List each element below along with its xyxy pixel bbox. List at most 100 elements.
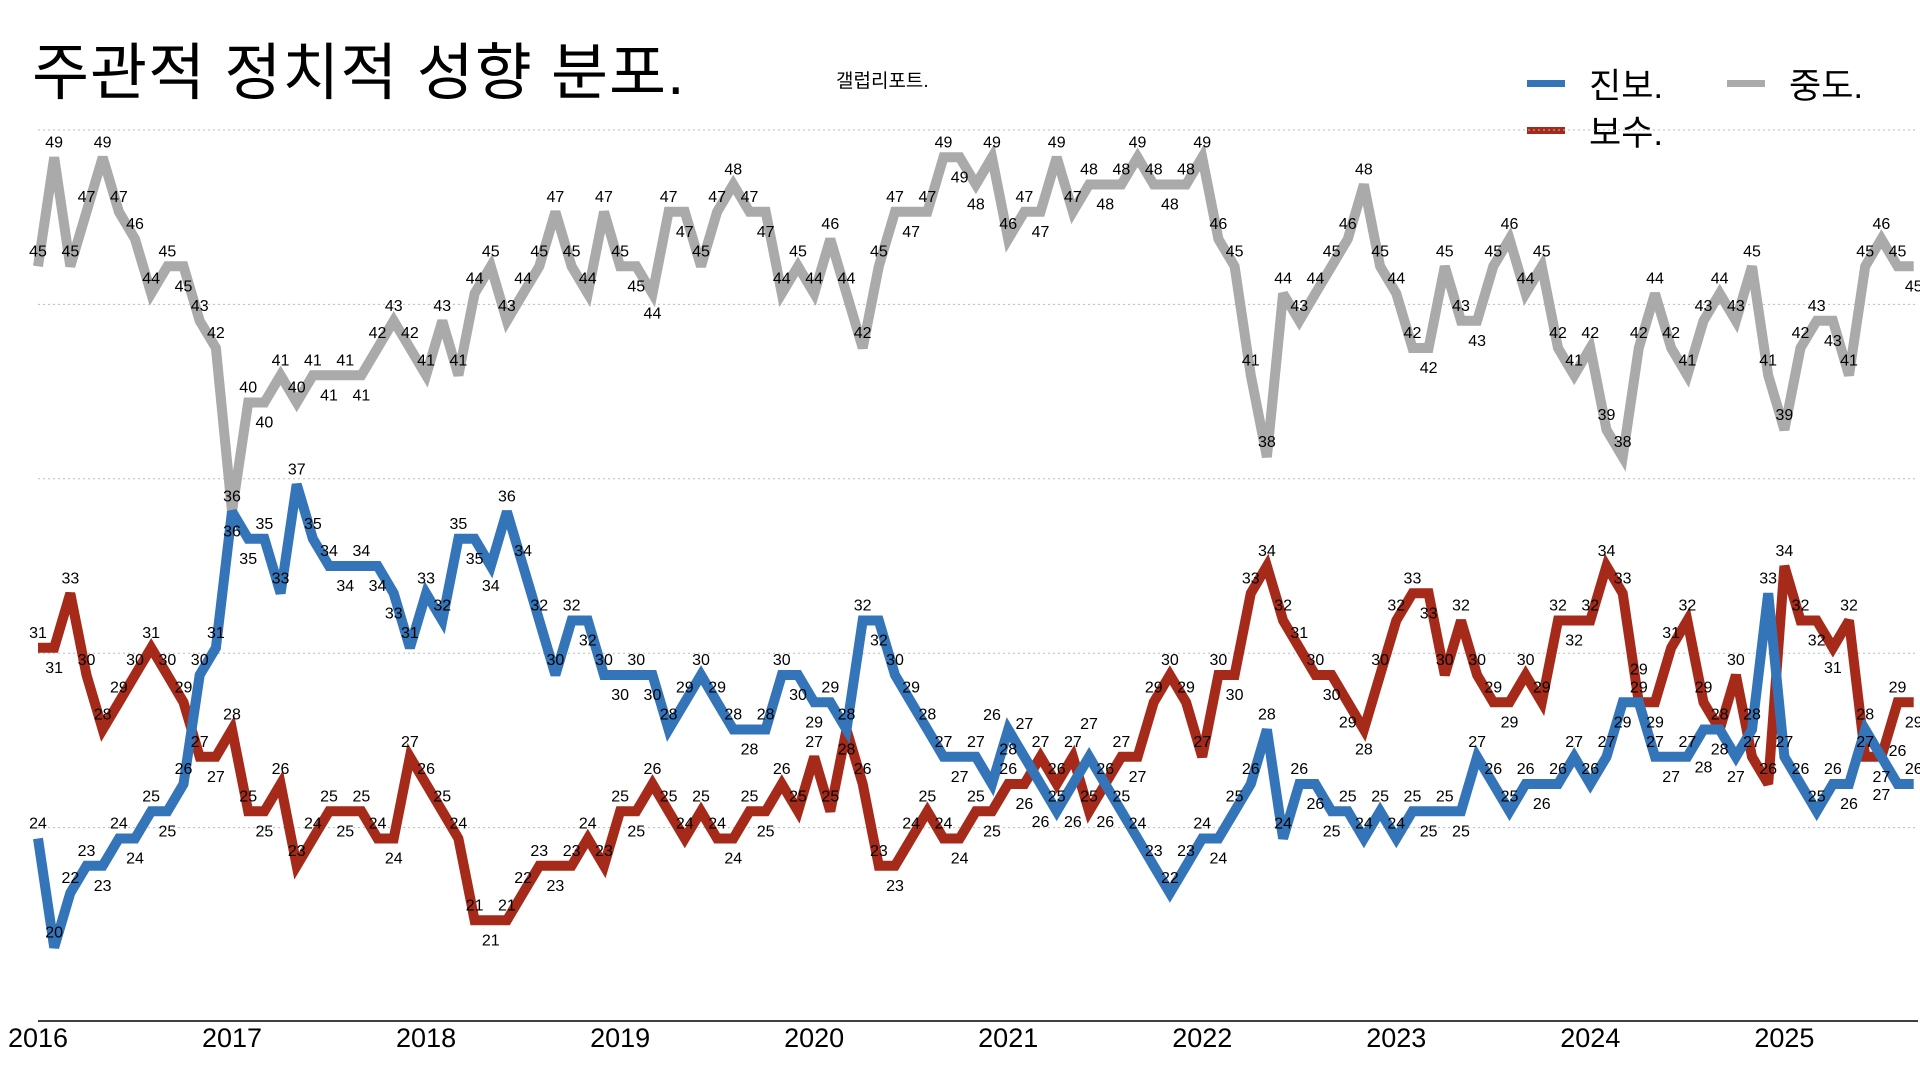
data-label-moderate: 39 xyxy=(1598,407,1616,424)
data-label-moderate: 42 xyxy=(1420,360,1438,377)
data-label-conservative: 27 xyxy=(401,734,419,751)
x-tick-label: 2016 xyxy=(8,1023,68,1053)
data-label-moderate: 44 xyxy=(579,271,597,288)
data-label-progressive: 25 xyxy=(1501,788,1519,805)
data-label-conservative: 25 xyxy=(660,788,678,805)
data-label-conservative: 27 xyxy=(1032,734,1050,751)
data-label-conservative: 25 xyxy=(627,823,645,840)
data-label-moderate: 45 xyxy=(789,243,807,260)
data-label-moderate: 45 xyxy=(1484,243,1502,260)
data-label-progressive: 25 xyxy=(1808,788,1826,805)
data-label-moderate: 49 xyxy=(94,134,112,151)
series-line-progressive xyxy=(33,482,1914,949)
data-label-progressive: 32 xyxy=(530,598,548,615)
data-label-conservative: 32 xyxy=(1581,598,1599,615)
data-label-conservative: 25 xyxy=(353,788,371,805)
data-label-moderate: 45 xyxy=(175,278,193,295)
data-label-conservative: 25 xyxy=(821,788,839,805)
data-label-progressive: 25 xyxy=(1371,788,1389,805)
data-label-conservative: 27 xyxy=(1872,769,1890,786)
data-label-moderate: 46 xyxy=(126,216,144,233)
x-tick-label: 2018 xyxy=(396,1023,456,1053)
data-label-moderate: 43 xyxy=(1695,298,1713,315)
data-label-moderate: 41 xyxy=(272,352,290,369)
data-label-conservative: 23 xyxy=(595,843,613,860)
data-label-progressive: 26 xyxy=(1032,814,1050,831)
data-label-moderate: 45 xyxy=(61,243,79,260)
data-label-conservative: 33 xyxy=(1420,605,1438,622)
data-label-progressive: 28 xyxy=(1258,707,1276,724)
data-label-conservative: 32 xyxy=(1678,598,1696,615)
data-label-moderate: 47 xyxy=(595,189,613,206)
data-label-progressive: 24 xyxy=(1193,816,1211,833)
data-label-progressive: 29 xyxy=(805,714,823,731)
data-label-conservative: 21 xyxy=(498,897,516,914)
data-label-progressive: 26 xyxy=(1889,743,1907,760)
data-label-progressive: 37 xyxy=(288,461,306,478)
data-label-progressive: 34 xyxy=(336,578,354,595)
data-label-moderate: 48 xyxy=(1080,162,1098,179)
data-label-progressive: 30 xyxy=(644,687,662,704)
data-label-progressive: 24 xyxy=(1355,816,1373,833)
data-label-moderate: 47 xyxy=(886,189,904,206)
data-label-conservative: 23 xyxy=(886,878,904,895)
data-label-progressive: 24 xyxy=(126,851,144,868)
data-label-conservative: 28 xyxy=(1355,742,1373,759)
data-label-conservative: 29 xyxy=(1695,679,1713,696)
data-label-progressive: 29 xyxy=(1630,661,1648,678)
data-label-progressive: 24 xyxy=(29,816,47,833)
x-tick-label: 2019 xyxy=(590,1023,650,1053)
data-label-moderate: 41 xyxy=(417,352,435,369)
data-label-conservative: 22 xyxy=(514,870,532,887)
data-label-conservative: 26 xyxy=(1096,761,1114,778)
data-label-progressive: 26 xyxy=(983,707,1001,724)
data-label-conservative: 28 xyxy=(838,707,856,724)
data-label-progressive: 29 xyxy=(902,679,920,696)
data-label-moderate: 45 xyxy=(870,243,888,260)
data-label-conservative: 31 xyxy=(1824,660,1842,677)
data-label-progressive: 31 xyxy=(207,625,225,642)
data-label-progressive: 26 xyxy=(1517,761,1535,778)
data-label-conservative: 24 xyxy=(902,816,920,833)
data-label-conservative: 27 xyxy=(1064,734,1082,751)
data-label-conservative: 29 xyxy=(1646,714,1664,731)
data-label-progressive: 30 xyxy=(611,687,629,704)
legend-item-moderate: 중도. xyxy=(1727,58,1863,109)
x-tick-label: 2022 xyxy=(1172,1023,1232,1053)
data-label-moderate: 48 xyxy=(1355,162,1373,179)
legend-item-progressive: 진보. xyxy=(1527,58,1663,109)
data-label-conservative: 34 xyxy=(1775,543,1793,560)
data-label-progressive: 27 xyxy=(935,734,953,751)
data-label-progressive: 30 xyxy=(547,652,565,669)
data-label-moderate: 45 xyxy=(530,243,548,260)
data-label-progressive: 30 xyxy=(789,687,807,704)
legend-swatch-conservative xyxy=(1527,127,1565,134)
data-label-progressive: 27 xyxy=(1598,734,1616,751)
data-label-progressive: 25 xyxy=(1226,788,1244,805)
data-label-progressive: 35 xyxy=(304,516,322,533)
data-label-moderate: 41 xyxy=(450,352,468,369)
data-label-progressive: 28 xyxy=(838,742,856,759)
data-label-moderate: 45 xyxy=(1743,243,1761,260)
data-label-progressive: 26 xyxy=(175,761,193,778)
data-label-moderate: 45 xyxy=(1323,243,1341,260)
data-label-moderate: 43 xyxy=(385,298,403,315)
data-label-conservative: 24 xyxy=(450,816,468,833)
data-label-progressive: 29 xyxy=(676,679,694,696)
data-label-progressive: 27 xyxy=(1872,787,1890,804)
data-label-conservative: 25 xyxy=(789,788,807,805)
data-label-conservative: 30 xyxy=(126,652,144,669)
data-label-moderate: 45 xyxy=(482,243,500,260)
data-label-moderate: 39 xyxy=(1775,407,1793,424)
data-label-progressive: 27 xyxy=(951,769,969,786)
data-label-progressive: 26 xyxy=(1549,761,1567,778)
data-label-conservative: 25 xyxy=(255,823,273,840)
data-label-moderate: 44 xyxy=(644,306,662,323)
data-label-conservative: 25 xyxy=(918,788,936,805)
data-label-conservative: 32 xyxy=(1840,598,1858,615)
data-label-conservative: 29 xyxy=(1905,714,1920,731)
data-label-moderate: 42 xyxy=(369,325,387,342)
legend-item-conservative: 보수. xyxy=(1527,105,1663,156)
data-label-progressive: 34 xyxy=(482,578,500,595)
data-label-conservative: 25 xyxy=(967,788,985,805)
